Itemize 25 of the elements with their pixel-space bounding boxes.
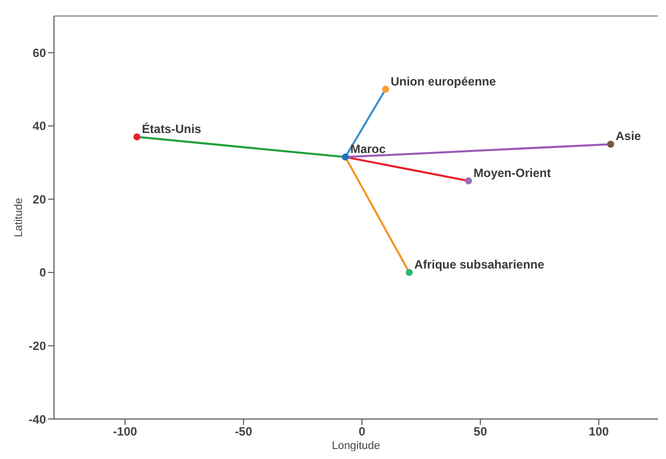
annotation: Union européenne: [390, 74, 496, 88]
x-tick-label: -100: [113, 424, 138, 439]
annotation: Maroc: [350, 142, 386, 156]
annotation: Moyen-Orient: [474, 166, 551, 180]
x-tick-label: 100: [588, 424, 610, 439]
x-tick-label: -50: [234, 424, 252, 439]
y-axis-title: Latitude: [12, 198, 25, 238]
y-tick-label: 60: [32, 46, 46, 60]
x-tick-label: 50: [474, 424, 488, 439]
annotation: Afrique subsaharienne: [414, 257, 545, 272]
point: [406, 268, 413, 276]
x-axis-title: Longitude: [332, 440, 380, 452]
y-tick-label: 20: [32, 192, 46, 206]
annotation: États-Unis: [142, 122, 202, 136]
y-tick-label: 0: [39, 266, 46, 280]
annotation: Asie: [616, 129, 642, 144]
y-tick-label: 40: [32, 119, 46, 134]
y-tick-label: -20: [28, 338, 46, 353]
point: [465, 177, 472, 184]
point: [133, 133, 140, 140]
point: [382, 86, 390, 93]
point: [342, 154, 349, 161]
point: [607, 140, 614, 148]
y-tick-label: -40: [28, 412, 46, 426]
x-tick-label: 0: [358, 424, 366, 439]
